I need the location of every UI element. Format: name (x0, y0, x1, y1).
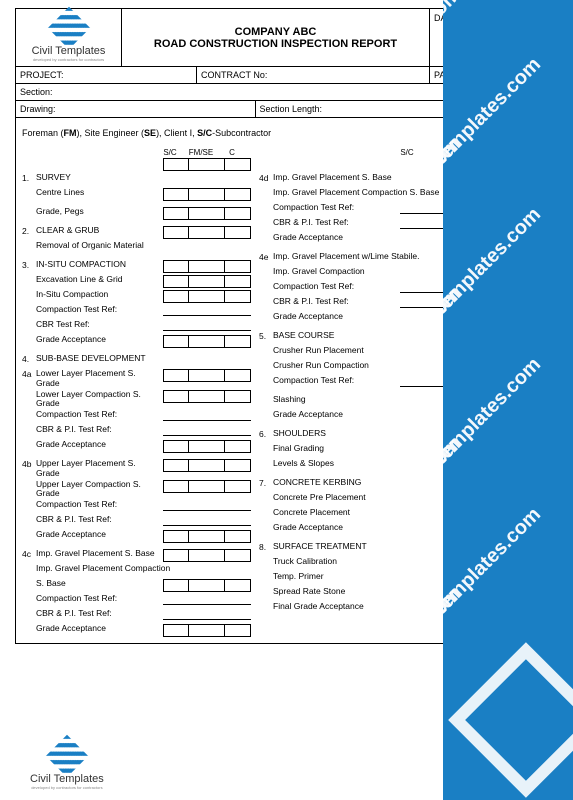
form-item-row: 2.CLEAR & GRUB (22, 226, 251, 240)
footer-logo-icon (46, 735, 88, 777)
brand-logo-icon (47, 7, 89, 49)
contract-cell: CONTRACT No: (196, 67, 429, 83)
form-item-row: CBR & P.I. Test Ref: (22, 609, 251, 623)
form-item-row: In-Situ Compaction (22, 290, 251, 304)
form-item-row: 4cImp. Gravel Placement S. Base (22, 549, 251, 563)
form-item-row: 4bUpper Layer Placement S. Grade (22, 459, 251, 479)
section-row: Section: (16, 84, 494, 101)
form-page: Civil Templates developed by contractors… (15, 8, 495, 644)
company-name: COMPANY ABC (235, 26, 317, 38)
form-item-row: Grade Acceptance (22, 624, 251, 638)
form-item-row: Grade Acceptance (22, 440, 251, 454)
form-item-row: Compaction Test Ref: (22, 305, 251, 319)
form-item-row: CBR & P.I. Test Ref: (22, 515, 251, 529)
footer-brand-tagline: developed by contractors for contractors (31, 785, 102, 790)
roles-legend: Foreman (FM), Site Engineer (SE), Client… (22, 128, 488, 138)
left-header-boxes (22, 158, 251, 172)
form-item-row: Upper Layer Compaction S. Grade (22, 480, 251, 500)
brand-tagline: developed by contractors for contractors (33, 57, 104, 62)
left-col-header: S/C FM/SE C (22, 148, 251, 157)
drawing-row: Drawing: Section Length: (16, 101, 494, 118)
form-item-row: S. Base (22, 579, 251, 593)
form-item-row: 4.SUB-BASE DEVELOPMENT (22, 354, 251, 368)
form-item-row: Compaction Test Ref: (22, 410, 251, 424)
form-item-row: Lower Layer Compaction S. Grade (22, 390, 251, 410)
watermark-text: civiltemplates.com (443, 53, 546, 196)
watermark-strip: civiltemplates.com civiltemplates.com ci… (443, 0, 573, 800)
header-row: Civil Templates developed by contractors… (16, 9, 494, 67)
form-item-row: Grade, Pegs (22, 207, 251, 221)
watermark-text: civiltemplates.com (443, 353, 546, 496)
watermark-text: civiltemplates.com (443, 503, 546, 646)
form-item-row: Imp. Gravel Placement Compaction (22, 564, 251, 578)
form-item-row: 4aLower Layer Placement S. Grade (22, 369, 251, 389)
form-item-row: 1.SURVEY (22, 173, 251, 187)
form-item-row: Excavation Line & Grid (22, 275, 251, 289)
content-columns: S/C FM/SE C 1.SURVEYCentre Lines Grade, P… (22, 148, 488, 639)
form-item-row: 3.IN-SITU COMPACTION (22, 260, 251, 274)
form-item-row: CBR Test Ref: (22, 320, 251, 334)
drawing-cell: Drawing: (16, 101, 255, 117)
project-cell: PROJECT: (16, 67, 196, 83)
report-title: ROAD CONSTRUCTION INSPECTION REPORT (154, 38, 397, 50)
form-item-row: Compaction Test Ref: (22, 500, 251, 514)
watermark-text: civiltemplates.com (443, 0, 466, 126)
watermark-logo-icon (448, 635, 573, 800)
form-item-row: Grade Acceptance (22, 530, 251, 544)
footer-logo: Civil Templates developed by contractors… (30, 741, 104, 790)
body-area: Foreman (FM), Site Engineer (SE), Client… (16, 118, 494, 643)
meta-row-1: PROJECT: CONTRACT No: PAGE: 1 O (16, 67, 494, 84)
form-item-row: Compaction Test Ref: (22, 594, 251, 608)
watermark-text: civiltemplates.com (443, 203, 546, 346)
form-item-row: CBR & P.I. Test Ref: (22, 425, 251, 439)
title-cell: COMPANY ABC ROAD CONSTRUCTION INSPECTION… (121, 9, 429, 66)
left-column: S/C FM/SE C 1.SURVEYCentre Lines Grade, P… (22, 148, 251, 639)
form-item-row: Removal of Organic Material (22, 241, 251, 255)
form-item-row: Centre Lines (22, 188, 251, 202)
logo-cell: Civil Templates developed by contractors… (16, 9, 121, 66)
form-item-row: Grade Acceptance (22, 335, 251, 349)
